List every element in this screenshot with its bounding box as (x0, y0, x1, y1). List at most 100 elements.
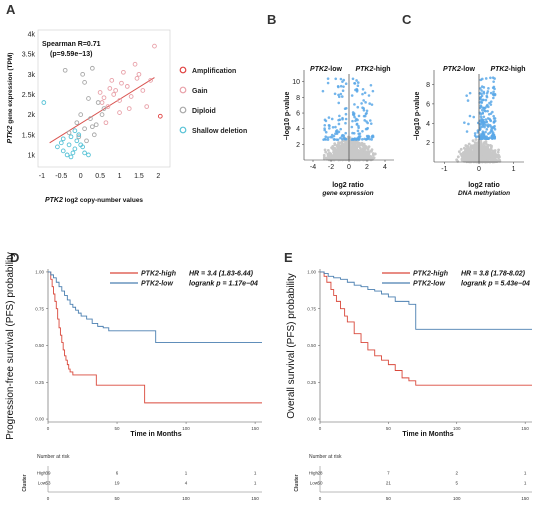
panel-c-hit-point (473, 132, 477, 135)
panel-c-hit-point (479, 104, 483, 107)
panel-label-e: E (284, 250, 293, 265)
panel-a-x-tick-label: -1 (39, 173, 45, 180)
panel-d-y-tick-label: 1.00 (35, 270, 44, 275)
panel-c-bg-point (478, 157, 481, 160)
panel-b-hit-point (334, 77, 338, 81)
panel-b-bg-point (361, 153, 365, 157)
panel-b-bg-point (339, 145, 343, 149)
panel-b-y-tick-label: 10 (292, 79, 300, 86)
panel-b-hit-point (353, 103, 356, 106)
panel-b-hit-point (358, 132, 362, 135)
panel-a-point-diploid (76, 134, 82, 140)
panel-c-bg-point (475, 154, 479, 158)
panel-e-y-tick-label: 1.00 (307, 270, 316, 275)
panel-a-point-gain (132, 61, 138, 67)
panel-a-point-shallow-deletion (72, 146, 78, 152)
panel-b-bg-point (345, 155, 349, 158)
panel-c-bg-point (467, 158, 471, 161)
panel-b-significant-points (321, 77, 375, 141)
panel-a-point-diploid (78, 112, 84, 117)
panel-c-low-label: PTK2-low (443, 66, 475, 73)
panel-b-hit-point (333, 92, 337, 96)
panel-c-hit-point (482, 92, 486, 95)
panel-c-hit-point (479, 112, 483, 116)
panel-a-point-diploid (90, 65, 95, 71)
panel-b-hit-point (351, 77, 355, 81)
panel-e-risk-low-label: Low (310, 481, 319, 486)
panel-c-bg-point (470, 145, 473, 148)
panel-a-point-gain (101, 95, 107, 101)
panel-b-hit-point (338, 118, 342, 122)
panel-b-bg-point (322, 155, 326, 159)
panel-a-point-gain (117, 98, 122, 103)
panel-e-curve-low (320, 271, 532, 330)
panel-c-bg-point (460, 154, 464, 158)
panel-c-bg-point (482, 151, 486, 154)
panel-c-bg-point (467, 142, 471, 146)
panel-c-bg-point (486, 147, 490, 151)
panel-c-hit-point (465, 130, 469, 133)
panel-b-bg-point (350, 154, 354, 157)
panel-a-x-tick-label: 1.5 (134, 173, 144, 180)
legend-marker-amplification (179, 66, 187, 74)
panel-b-hit-point (330, 117, 334, 121)
panel-b-hit-point (337, 85, 340, 89)
panel-c-bg-point (456, 159, 460, 163)
panel-a-point-gain (126, 106, 132, 111)
panel-b-y-label: −log10 p-value (284, 91, 291, 140)
panel-b-hit-point (351, 119, 354, 123)
panel-c-hit-point (482, 86, 486, 89)
panel-d-y-tick-label: 0.00 (35, 417, 44, 422)
panel-c-bg-point (474, 144, 477, 148)
panel-a-y-tick-label: 3.5k (22, 52, 36, 59)
panel-c-hit-point (484, 98, 488, 102)
panel-a-point-shallow-deletion (58, 140, 64, 146)
panel-b-hit-point (344, 131, 348, 135)
panel-label-a: A (6, 2, 16, 17)
panel-c-bg-point (471, 151, 475, 155)
panel-b-hit-point (337, 122, 341, 126)
panel-d-risk-high-label: High (37, 471, 47, 476)
panel-e-risk-value-low: 21 (386, 481, 392, 486)
panel-d-risk-value-low: 53 (45, 481, 51, 486)
panel-b-hit-point (339, 127, 343, 131)
panel-d-y-tick-label: 0.50 (35, 343, 44, 348)
panel-a-x-tick-label: 0 (79, 173, 83, 180)
panel-a-point-gain (140, 88, 146, 93)
panel-c-x-tick-label: -1 (441, 166, 447, 173)
panel-b-bg-point (333, 142, 337, 146)
panel-d-risk-value-high: 1 (254, 471, 257, 476)
panel-c-hit-point (479, 106, 482, 110)
panel-b-hit-point (322, 138, 325, 141)
panel-b-x-ticks: -4 -2 0 2 4 (310, 160, 387, 171)
panel-b-hit-point (361, 92, 364, 96)
panel-c-y-tick-label: 2 (426, 140, 430, 147)
panel-e-risk-values: 28 50 0 7 21 50 2 5 100 1 1 150 (317, 471, 529, 502)
panel-b-hit-point (334, 125, 337, 129)
panel-b-hit-point (323, 128, 327, 132)
panel-b-hit-point (367, 94, 371, 97)
panel-b-hit-point (361, 87, 365, 91)
panel-b-bg-point (345, 145, 349, 148)
panel-c-x-tick-label: 0 (477, 166, 481, 173)
panel-c-hit-point (487, 105, 490, 109)
panel-b-bg-point (329, 156, 333, 160)
panel-a-point-gain (111, 92, 117, 97)
panel-b-hit-point (335, 138, 338, 141)
panel-c-hit-point (481, 98, 484, 102)
panel-a-point-diploid (80, 71, 85, 77)
panel-a-y-ticks: 1k 1.5k 2k 2.5k 3k 3.5k 4k (22, 32, 36, 160)
panel-b-bg-point (337, 141, 340, 144)
panel-a-point-shallow-deletion (68, 134, 74, 140)
panel-c-hit-point (480, 89, 483, 92)
panel-b-hit-point (355, 87, 359, 91)
panel-e-risk-value-high: 7 (387, 471, 390, 476)
panel-b-hit-point (365, 111, 368, 115)
panel-c-hit-point (486, 90, 490, 93)
panel-c-bg-point (489, 149, 493, 152)
panel-b-hit-point (368, 102, 371, 105)
panel-b-hit-point (356, 105, 360, 109)
panel-c-hit-point (466, 99, 470, 102)
panel-b-bg-point (351, 147, 355, 151)
panel-b-bg-point (334, 150, 338, 154)
